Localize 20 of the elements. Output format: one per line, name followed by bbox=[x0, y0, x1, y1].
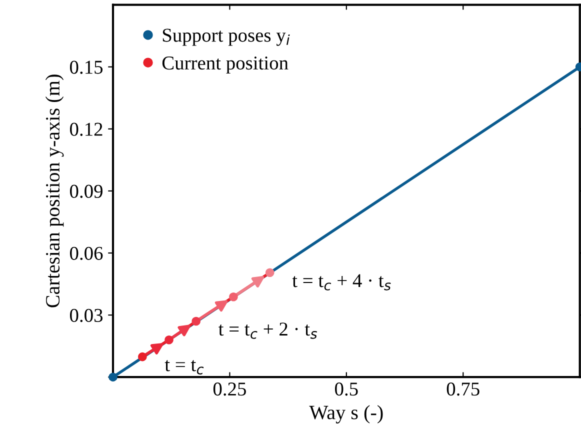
annotation: t = t$_{c}$ bbox=[164, 360, 204, 374]
x-tick-label: 0.75 bbox=[446, 382, 480, 396]
point bbox=[265, 268, 274, 278]
point bbox=[229, 292, 238, 302]
point bbox=[192, 316, 200, 326]
legend-label: Support poses y$_{i}$ bbox=[162, 28, 290, 46]
y-tick-label: 0.03 bbox=[70, 308, 103, 322]
y-tick-label: 0.15 bbox=[70, 60, 103, 74]
y-axis-title: Cartesian position y-axis (m) bbox=[45, 74, 64, 308]
y-tick-label: 0.12 bbox=[70, 122, 102, 136]
legend-label: Current position bbox=[162, 56, 288, 74]
annotation: t = t$_{c}$ + 2 · t$_{s}$ bbox=[218, 322, 318, 339]
x-tick-label: 0.5 bbox=[335, 382, 358, 396]
point bbox=[138, 352, 147, 362]
x-axis-title: Way s (-) bbox=[309, 405, 383, 424]
x-tick-label: 0.25 bbox=[213, 382, 246, 396]
y-tick-label: 0.09 bbox=[70, 184, 102, 198]
annotation: t = t$_{c}$ + 4 · t$_{s}$ bbox=[292, 274, 391, 290]
point bbox=[164, 335, 174, 344]
y-tick-label: 0.06 bbox=[70, 246, 103, 260]
